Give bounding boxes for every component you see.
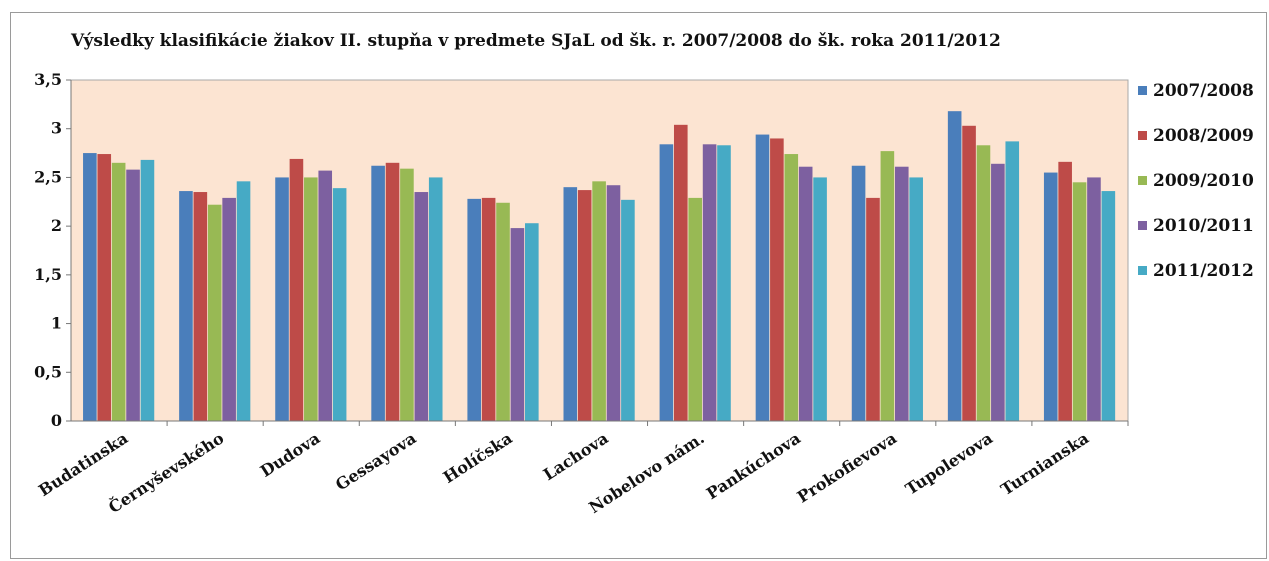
bar	[866, 197, 880, 421]
bar	[428, 177, 443, 421]
y-tick-label: 0	[51, 411, 62, 430]
legend-swatch	[1138, 131, 1147, 140]
bar	[179, 191, 193, 421]
bar	[126, 169, 140, 421]
x-tick-label: Dudova	[257, 428, 324, 480]
bar	[1087, 177, 1101, 421]
bar	[371, 165, 385, 421]
bar	[140, 159, 155, 421]
legend-label: 2008/2009	[1153, 126, 1254, 146]
bar	[111, 162, 126, 421]
bar	[606, 185, 621, 421]
bar	[275, 177, 289, 421]
x-tick-label: Lachova	[540, 428, 612, 484]
bar	[467, 198, 482, 421]
bar	[193, 192, 208, 421]
bar	[976, 145, 991, 421]
bar	[525, 223, 539, 421]
bar	[673, 124, 688, 421]
bar	[400, 168, 414, 421]
bar	[717, 145, 731, 421]
legend: 2007/2008 2008/2009 2009/2010 2010/2011 2011…	[1138, 81, 1254, 281]
bar	[851, 165, 866, 421]
bar	[1058, 161, 1072, 421]
bar	[592, 181, 606, 421]
bar	[563, 187, 578, 421]
bar	[481, 197, 496, 421]
x-tick-label: Budatinska	[35, 428, 131, 500]
bar	[289, 158, 304, 422]
bar	[770, 138, 784, 421]
x-tick-label: Pankúchova	[703, 428, 804, 503]
bar	[236, 181, 251, 421]
x-tick-label: Turnianska	[997, 428, 1092, 499]
bar	[702, 144, 717, 422]
bar	[688, 197, 702, 421]
legend-label: 2010/2011	[1153, 216, 1254, 236]
x-tick-label: Tupolevova	[902, 428, 996, 498]
x-tick-label: Holíčska	[440, 428, 516, 487]
bar	[1101, 191, 1116, 421]
legend-label: 2009/2010	[1153, 171, 1254, 191]
bar	[962, 125, 976, 421]
x-tick-label: Gessayova	[332, 428, 419, 494]
bar	[909, 177, 923, 421]
bar	[83, 153, 97, 421]
bar	[798, 166, 813, 421]
bar	[332, 188, 347, 421]
bar	[755, 134, 770, 421]
x-tick-label: Prokofievova	[794, 428, 900, 506]
y-tick-label: 3,5	[34, 70, 62, 89]
y-tick-label: 1	[51, 314, 62, 333]
bar	[1005, 141, 1020, 421]
bar	[510, 228, 525, 421]
bar	[813, 177, 827, 421]
bar	[97, 154, 112, 422]
legend-label: 2011/2012	[1153, 261, 1254, 281]
y-tick-label: 3	[51, 119, 62, 138]
legend-swatch	[1138, 176, 1147, 185]
bar	[318, 170, 333, 421]
bar	[894, 166, 909, 421]
chart-title: Výsledky klasifikácie žiakov II. stupňa …	[70, 31, 1001, 51]
bar	[880, 151, 895, 421]
bar	[659, 144, 674, 422]
chart-svg: Výsledky klasifikácie žiakov II. stupňa …	[34, 31, 1254, 517]
legend-label: 2007/2008	[1153, 81, 1254, 101]
bar	[496, 202, 510, 421]
bar	[385, 162, 400, 421]
y-tick-label: 2	[51, 216, 62, 235]
legend-swatch	[1138, 86, 1147, 95]
bar	[621, 199, 635, 421]
bar	[1072, 182, 1087, 421]
chart-frame: Výsledky klasifikácie žiakov II. stupňa …	[10, 12, 1267, 559]
bar	[304, 177, 318, 421]
bar	[947, 111, 962, 422]
bar	[222, 197, 236, 421]
bar	[414, 192, 429, 421]
bar	[207, 204, 222, 421]
legend-swatch	[1138, 266, 1147, 275]
y-tick-label: 2,5	[34, 167, 62, 186]
y-tick-label: 1,5	[34, 265, 62, 284]
bar	[577, 190, 592, 421]
bar	[991, 163, 1005, 422]
y-tick-label: 0,5	[34, 362, 62, 381]
legend-swatch	[1138, 221, 1147, 230]
bar	[1043, 172, 1058, 421]
bar	[784, 154, 799, 422]
